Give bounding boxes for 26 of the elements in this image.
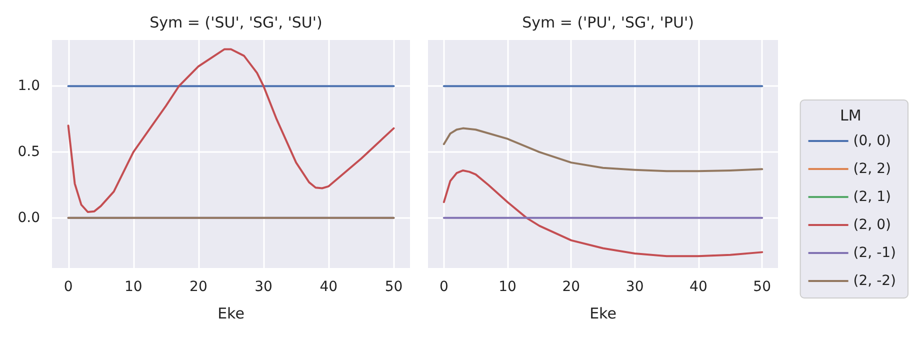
x-tick-label: 40 <box>690 279 708 295</box>
x-tick-label: 20 <box>562 279 580 295</box>
x-tick-label: 0 <box>64 279 73 295</box>
legend-title: LM <box>840 106 862 124</box>
x-axis-title: Eke <box>590 304 616 322</box>
y-tick-label: 1.0 <box>18 78 40 94</box>
x-tick-label: 40 <box>320 279 338 295</box>
legend-label: (0, 0) <box>853 133 891 149</box>
x-tick-label: 10 <box>124 279 142 295</box>
x-axis-title: Eke <box>218 304 244 322</box>
y-tick-label: 0.5 <box>18 144 40 160</box>
chart-title: Sym = ('PU', 'SG', 'PU') <box>522 14 694 32</box>
legend-label: (2, 0) <box>853 217 891 233</box>
y-tick-label: 0.0 <box>18 210 40 226</box>
chart-title: Sym = ('SU', 'SG', 'SU') <box>150 14 322 32</box>
legend-label: (2, 2) <box>853 161 891 177</box>
legend-label: (2, 1) <box>853 189 891 205</box>
x-tick-label: 50 <box>384 279 403 295</box>
x-tick-label: 20 <box>190 279 208 295</box>
legend-label: (2, -2) <box>853 273 896 289</box>
x-tick-label: 0 <box>439 279 448 295</box>
legend-label: (2, -1) <box>853 245 896 261</box>
x-tick-label: 30 <box>626 279 644 295</box>
x-tick-label: 50 <box>753 279 772 295</box>
x-tick-label: 30 <box>254 279 272 295</box>
x-tick-label: 10 <box>498 279 516 295</box>
